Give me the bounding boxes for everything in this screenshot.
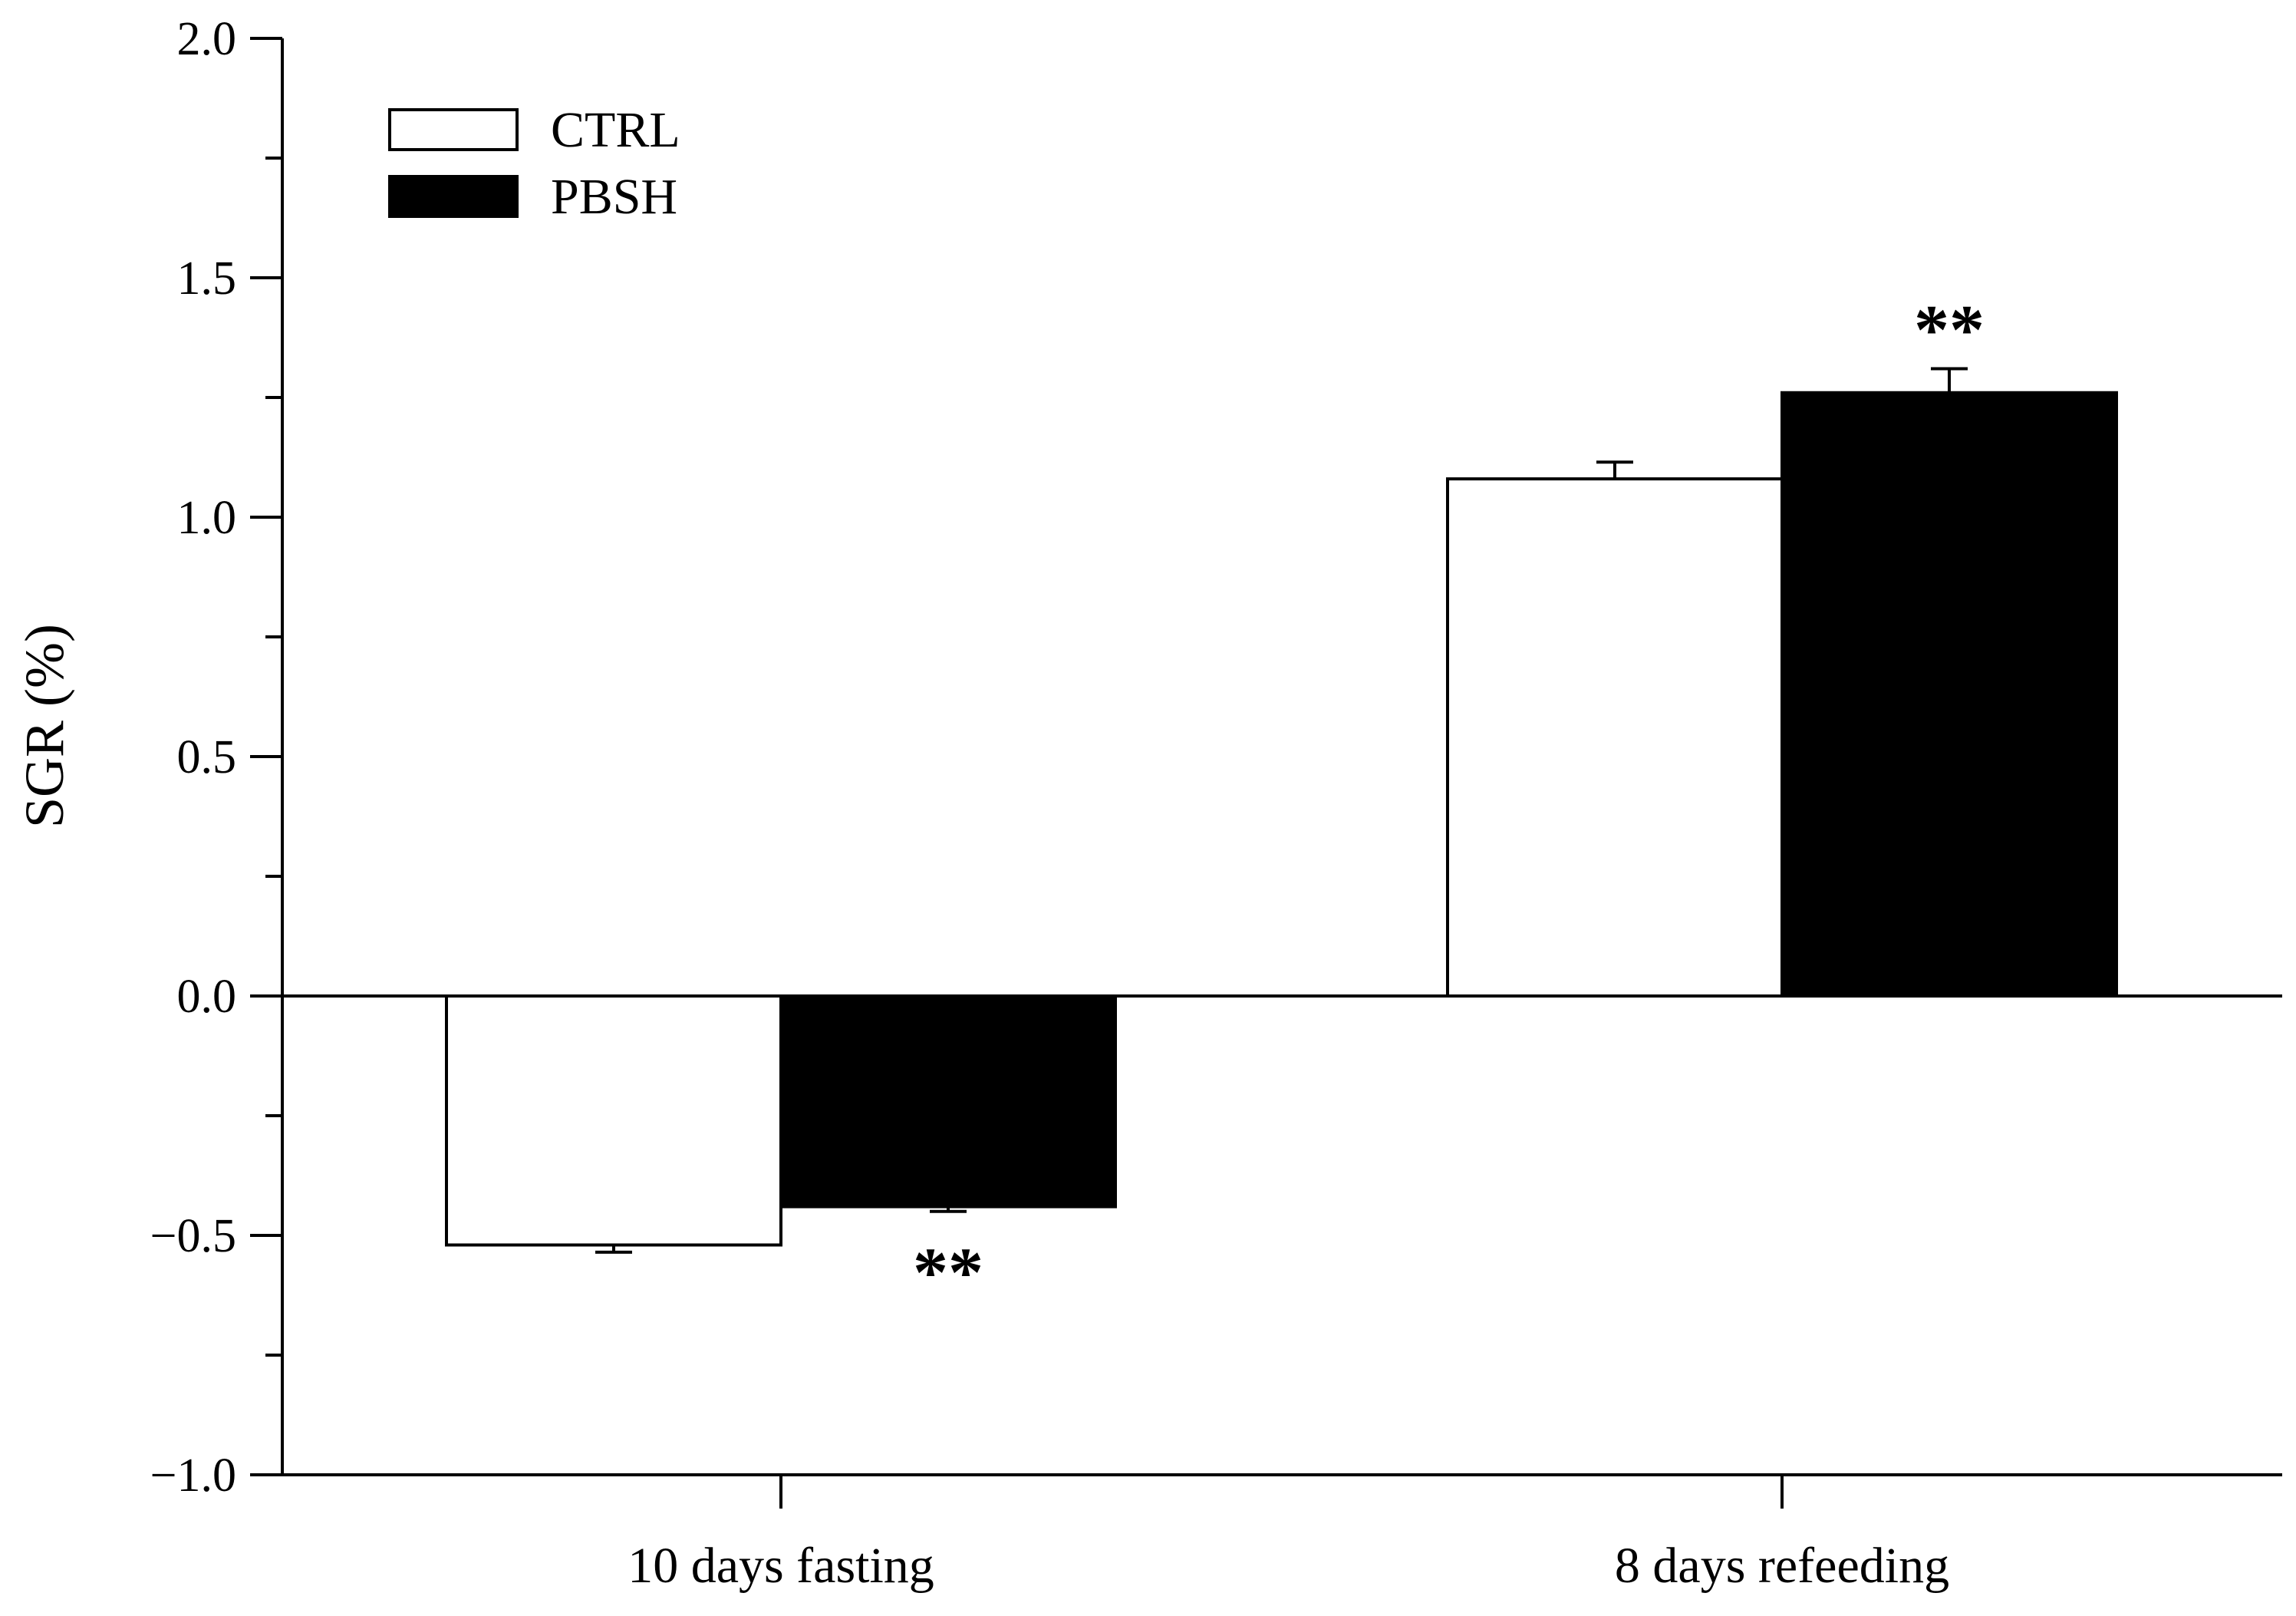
y-axis-label: SGR (%) [14, 624, 75, 828]
legend-swatch-ctrl [388, 108, 519, 151]
y-tick-label: −1.0 [150, 1449, 236, 1502]
legend-swatch-pbsh [388, 175, 519, 218]
y-ticks: −1.0 −0.5 0.0 0.5 1.0 1.5 2.0 [150, 13, 282, 1502]
x-axis: 10 days fasting 8 days refeeding [282, 994, 2282, 1594]
y-tick-label: −0.5 [150, 1210, 236, 1262]
legend: CTRL PBSH [388, 102, 680, 225]
bars [445, 367, 2118, 1254]
bar-pbsh-refeeding [1780, 391, 2118, 998]
y-tick-label: 0.0 [177, 971, 237, 1023]
bar-ctrl-fasting [445, 994, 782, 1247]
legend-label-ctrl: CTRL [551, 102, 680, 158]
y-tick-label: 1.5 [177, 252, 237, 305]
significance-mark: ** [913, 1233, 983, 1311]
y-axis: −1.0 −0.5 0.0 0.5 1.0 1.5 2.0 [150, 13, 284, 1502]
x-category-label: 10 days fasting [628, 1538, 934, 1594]
y-tick-label: 0.5 [177, 731, 237, 783]
significance-marks: ** ** [913, 291, 1985, 1311]
y-tick-label: 1.0 [177, 492, 237, 544]
significance-mark: ** [1914, 291, 1985, 369]
y-tick-label: 2.0 [177, 13, 237, 65]
x-ticks: 10 days fasting 8 days refeeding [628, 1475, 1949, 1594]
legend-label-pbsh: PBSH [551, 169, 677, 225]
bar-ctrl-refeeding [1446, 477, 1784, 998]
x-category-label: 8 days refeeding [1615, 1538, 1949, 1594]
bar-pbsh-fasting [779, 994, 1117, 1209]
